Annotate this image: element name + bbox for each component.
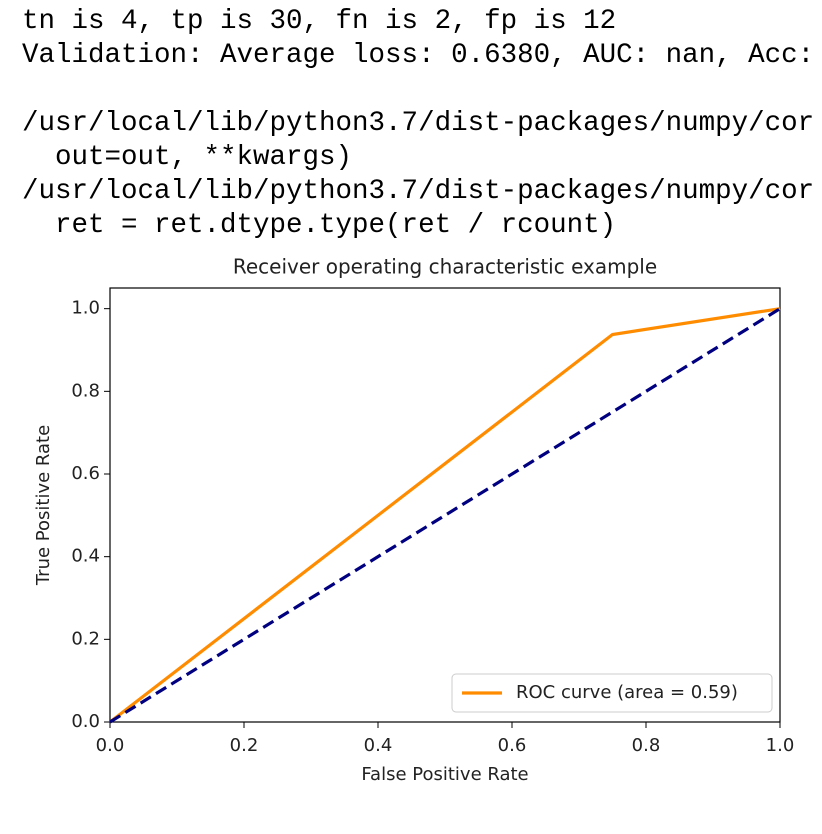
y-tick-label: 0.2 <box>71 628 100 649</box>
x-tick-label: 0.4 <box>364 735 393 756</box>
y-tick-label: 0.8 <box>71 380 100 401</box>
legend-box <box>451 673 773 713</box>
series-line <box>109 307 781 724</box>
y-axis-label: True Positive Rate <box>33 425 54 586</box>
x-tick-label: 0.2 <box>230 735 259 756</box>
warning-line: /usr/local/lib/python3.7/dist-packages/n… <box>22 108 815 139</box>
x-tick-label: 0.6 <box>498 735 527 756</box>
y-tick-label: 0.6 <box>71 463 100 484</box>
series-line <box>109 307 781 724</box>
warning-line: /usr/local/lib/python3.7/dist-packages/n… <box>22 176 815 207</box>
y-tick-label: 1.0 <box>71 298 100 319</box>
y-tick-label: 0.0 <box>71 711 100 732</box>
x-axis-label: False Positive Rate <box>361 764 528 785</box>
chart-title: Receiver operating characteristic exampl… <box>233 255 657 279</box>
output-line: Validation: Average loss: 0.6380, AUC: n… <box>22 40 815 71</box>
x-tick-label: 0.0 <box>96 735 125 756</box>
x-tick-label: 0.8 <box>632 735 661 756</box>
y-tick-label: 0.4 <box>71 546 100 567</box>
legend-label: ROC curve (area = 0.59) <box>516 682 738 703</box>
plot-frame <box>109 287 781 723</box>
warning-line: out=out, **kwargs) <box>22 142 353 173</box>
x-tick-label: 1.0 <box>766 735 795 756</box>
output-line: tn is 4, tp is 30, fn is 2, fp is 12 <box>22 6 617 37</box>
warning-line: ret = ret.dtype.type(ret / rcount) <box>22 210 617 241</box>
